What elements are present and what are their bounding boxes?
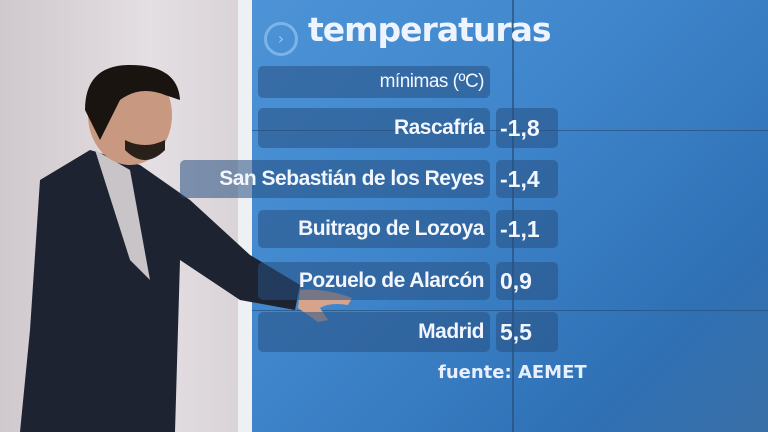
row-value: -1,1 xyxy=(496,210,558,248)
row-value: 0,9 xyxy=(496,262,558,300)
graphic-title: temperaturas xyxy=(308,10,552,49)
presenter-jacket xyxy=(20,150,300,432)
row-place: Madrid xyxy=(258,312,490,352)
row-place: Pozuelo de Alarcón xyxy=(258,262,490,300)
row-place: San Sebastián de los Reyes xyxy=(180,160,490,198)
screen-seam xyxy=(252,310,768,311)
screen-frame xyxy=(238,0,252,432)
arrow-circle-icon: › xyxy=(264,22,298,56)
row-place: Rascafría xyxy=(258,108,490,148)
presenter-shirt xyxy=(95,150,150,280)
row-value: 5,5 xyxy=(496,312,558,352)
source-label: fuente: AEMET xyxy=(438,362,587,383)
row-value: -1,4 xyxy=(496,160,558,198)
row-value: -1,8 xyxy=(496,108,558,148)
row-place: Buitrago de Lozoya xyxy=(258,210,490,248)
presenter-beard xyxy=(125,140,165,160)
subtitle-bar: mínimas (ºC) xyxy=(258,66,490,98)
presenter-hair xyxy=(85,65,180,140)
